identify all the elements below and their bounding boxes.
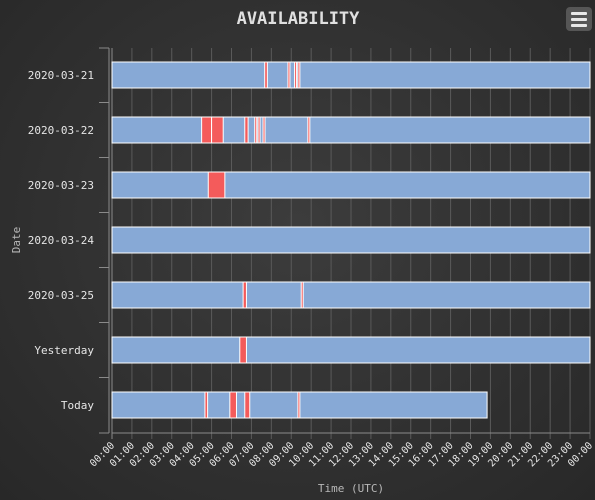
outage-segment xyxy=(262,116,266,144)
y-tick-label: 2020-03-22 xyxy=(28,124,94,137)
availability-bar xyxy=(111,226,591,254)
y-tick-label: 2020-03-24 xyxy=(28,234,95,247)
outage-segment xyxy=(297,391,301,419)
y-axis-labels: 2020-03-21 2020-03-22 2020-03-23 2020-03-24… xyxy=(28,69,95,412)
outage-segment xyxy=(207,171,226,199)
availability-bar xyxy=(111,171,591,199)
y-tick-label: 2020-03-23 xyxy=(28,179,94,192)
availability-bar xyxy=(111,336,591,364)
outage-segment xyxy=(257,116,261,144)
outage-segment xyxy=(297,61,301,89)
outage-segment xyxy=(300,281,304,309)
availability-bar xyxy=(111,116,591,144)
outage-segment xyxy=(287,61,291,89)
outage-segment xyxy=(294,61,298,89)
outage-segment xyxy=(211,116,224,144)
outage-segment xyxy=(201,116,213,144)
y-tick-label: 2020-03-21 xyxy=(28,69,94,82)
outage-segment xyxy=(229,391,237,419)
chart-menu-button[interactable] xyxy=(566,7,592,31)
outage-segment xyxy=(242,281,247,309)
hamburger-menu-icon xyxy=(571,11,587,15)
outage-segment xyxy=(244,116,249,144)
outage-segment xyxy=(307,116,311,144)
y-axis-title: Date xyxy=(10,227,23,254)
bars xyxy=(111,61,591,419)
y-tick-label: 2020-03-25 xyxy=(28,289,94,302)
outage-segment xyxy=(264,61,268,89)
outage-segment xyxy=(254,116,258,144)
outage-segment xyxy=(244,391,251,419)
availability-bar xyxy=(111,61,591,89)
x-axis-title: Time (UTC) xyxy=(318,482,384,495)
outage-segment xyxy=(239,336,247,364)
availability-bar xyxy=(111,281,591,309)
chart-title: AVAILABILITY xyxy=(237,9,361,29)
outage-segment xyxy=(204,391,209,419)
y-tick-label: Today xyxy=(61,399,94,412)
x-axis-labels: 00:0001:0002:0003:0004:0005:0006:0007:00… xyxy=(88,440,595,469)
y-tick-label: Yesterday xyxy=(34,344,94,357)
